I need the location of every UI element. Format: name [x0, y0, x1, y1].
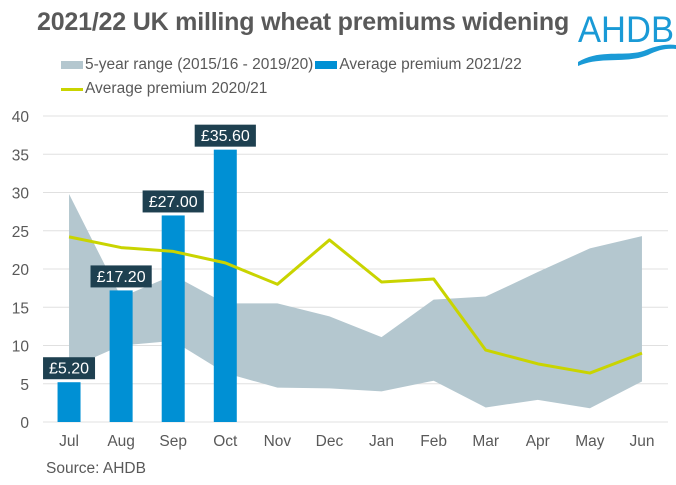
- x-tick-label: Sep: [159, 433, 187, 450]
- y-tick-label: 10: [12, 339, 30, 356]
- y-tick-label: 30: [12, 186, 30, 203]
- chart-title: 2021/22 UK milling wheat premiums wideni…: [37, 8, 570, 36]
- legend-row-2: Average premium 2020/21: [61, 80, 269, 98]
- x-tick-label: Dec: [316, 433, 344, 450]
- data-label-text: £35.60: [201, 128, 250, 145]
- y-tick-label: 35: [12, 147, 29, 164]
- legend-swatch-range: [61, 61, 83, 69]
- data-label-text: £27.00: [149, 194, 198, 211]
- bar-oct: [213, 149, 237, 422]
- x-tick-label: Apr: [526, 433, 550, 450]
- y-tick-label: 25: [12, 224, 29, 241]
- x-tick-label: Oct: [213, 433, 238, 450]
- data-label-text: £17.20: [97, 269, 146, 286]
- legend-label-2021-22: Average premium 2021/22: [339, 56, 522, 73]
- data-label-text: £5.20: [49, 361, 89, 378]
- y-tick-label: 20: [12, 262, 30, 279]
- data-label-sep: £27.00: [142, 190, 204, 213]
- x-tick-label: Jun: [629, 433, 654, 450]
- legend-swatch-2020-21: [61, 87, 83, 91]
- y-axis-ticks: 0 5 10 15 20 25 30 35 40: [12, 109, 30, 432]
- range-area: [69, 194, 642, 409]
- legend-swatch-2021-22: [315, 61, 338, 69]
- bar-series: [57, 149, 237, 422]
- ahdb-logo: AHDB: [578, 9, 676, 66]
- y-tick-label: 5: [20, 377, 29, 394]
- legend-item-2021-22: Average premium 2021/22: [315, 56, 522, 74]
- y-tick-label: 15: [12, 300, 29, 317]
- legend-label-range: 5-year range (2015/16 - 2019/20): [85, 56, 314, 73]
- bar-sep: [161, 215, 185, 422]
- x-axis-ticks: Jul Aug Sep Oct Nov Dec Jan Feb Mar Apr May Jun: [59, 433, 654, 450]
- bar-aug: [109, 290, 133, 422]
- data-label-bg: [194, 124, 256, 147]
- source-note: Source: AHDB: [46, 460, 146, 477]
- range-series: [69, 194, 642, 409]
- x-tick-label: Jan: [369, 433, 394, 450]
- legend-row-1: 5-year range (2015/16 - 2019/20) Average…: [61, 56, 524, 74]
- data-label-bg: [142, 190, 204, 213]
- x-tick-label: Nov: [264, 433, 292, 450]
- y-tick-label: 0: [20, 415, 29, 432]
- legend-label-2020-21: Average premium 2020/21: [85, 80, 268, 97]
- y-tick-label: 40: [12, 109, 30, 126]
- bar-jul: [57, 382, 81, 422]
- data-label-jul: £5.20: [43, 357, 96, 380]
- line-series: [68, 235, 643, 375]
- x-tick-label: Feb: [420, 433, 447, 450]
- logo-text: AHDB: [578, 9, 674, 50]
- x-tick-label: Aug: [107, 433, 135, 450]
- bar-data-labels: £5.20 £17.20 £27.00 £35.60: [43, 124, 256, 380]
- legend-item-range: 5-year range (2015/16 - 2019/20): [61, 56, 313, 74]
- x-tick-label: May: [575, 433, 605, 450]
- data-label-bg: [43, 357, 96, 380]
- line-2020-21: [68, 235, 643, 375]
- data-label-aug: £17.20: [90, 265, 152, 288]
- legend-item-2020-21: Average premium 2020/21: [61, 80, 267, 98]
- data-label-oct: £35.60: [194, 124, 256, 147]
- x-tick-label: Mar: [472, 433, 499, 450]
- data-label-bg: [90, 265, 152, 288]
- logo-wave-icon: [578, 44, 676, 66]
- x-tick-label: Jul: [59, 433, 79, 450]
